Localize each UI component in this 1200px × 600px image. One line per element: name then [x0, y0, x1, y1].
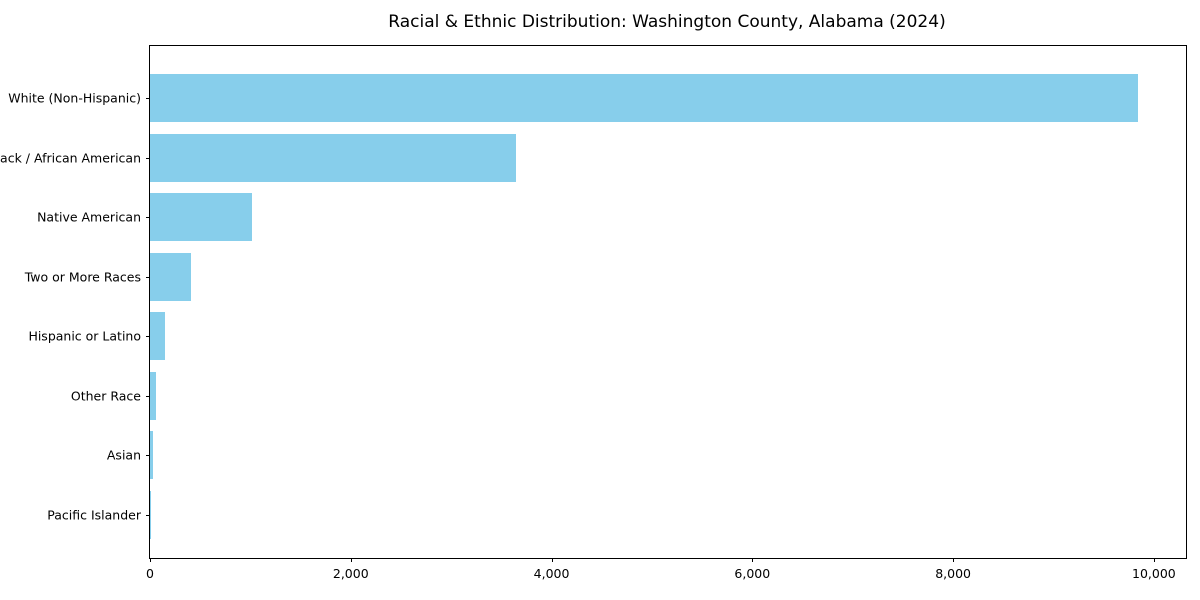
x-tick-mark — [752, 558, 753, 562]
x-tick-label: 10,000 — [1132, 566, 1176, 581]
x-tick-label: 6,000 — [734, 566, 771, 581]
bar-other-race — [150, 371, 156, 420]
bar-black-african-american — [150, 133, 516, 182]
y-tick-mark — [146, 455, 150, 456]
y-tick-label: Other Race — [70, 388, 141, 403]
y-tick-mark — [146, 396, 150, 397]
bar-native-american — [150, 193, 252, 241]
y-tick-mark — [146, 336, 150, 337]
x-tick-mark — [150, 558, 151, 562]
bar-two-or-more-races — [150, 252, 192, 301]
y-tick-mark — [146, 158, 150, 159]
y-tick-label: Two or More Races — [24, 269, 141, 284]
x-tick-mark — [1154, 558, 1155, 562]
x-tick-label: 4,000 — [533, 566, 570, 581]
bar-asian — [150, 431, 153, 479]
y-tick-mark — [146, 98, 150, 99]
chart-title: Racial & Ethnic Distribution: Washington… — [388, 12, 946, 32]
y-tick-label: Black / African American — [0, 150, 141, 165]
x-tick-mark — [953, 558, 954, 562]
x-tick-label: 0 — [146, 566, 154, 581]
bar-hispanic-or-latino — [150, 312, 166, 360]
y-tick-mark — [146, 277, 150, 278]
x-tick-mark — [351, 558, 352, 562]
bar-pacific-islander — [150, 490, 151, 539]
y-tick-mark — [146, 515, 150, 516]
y-tick-label: Asian — [106, 447, 141, 463]
x-tick-mark — [552, 558, 553, 562]
y-tick-label: Hispanic or Latino — [28, 328, 141, 344]
bar-white-non-hispanic — [150, 74, 1138, 122]
x-tick-label: 8,000 — [935, 566, 971, 581]
y-tick-label: Native American — [37, 209, 141, 225]
y-tick-mark — [146, 217, 150, 218]
plot-area: White (Non-Hispanic) Black / African Amer… — [0, 45, 1187, 581]
y-tick-label: Pacific Islander — [47, 507, 141, 522]
x-tick-label: 2,000 — [332, 566, 369, 581]
y-tick-label: White (Non-Hispanic) — [8, 90, 141, 106]
